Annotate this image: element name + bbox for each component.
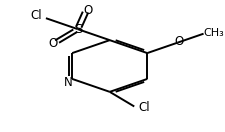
Text: S: S bbox=[73, 23, 82, 36]
Text: O: O bbox=[48, 37, 58, 50]
Text: Cl: Cl bbox=[137, 101, 149, 114]
Text: Cl: Cl bbox=[30, 9, 42, 22]
Text: O: O bbox=[83, 4, 93, 17]
Text: N: N bbox=[64, 76, 73, 89]
Text: O: O bbox=[174, 35, 183, 48]
Text: CH₃: CH₃ bbox=[202, 28, 223, 38]
